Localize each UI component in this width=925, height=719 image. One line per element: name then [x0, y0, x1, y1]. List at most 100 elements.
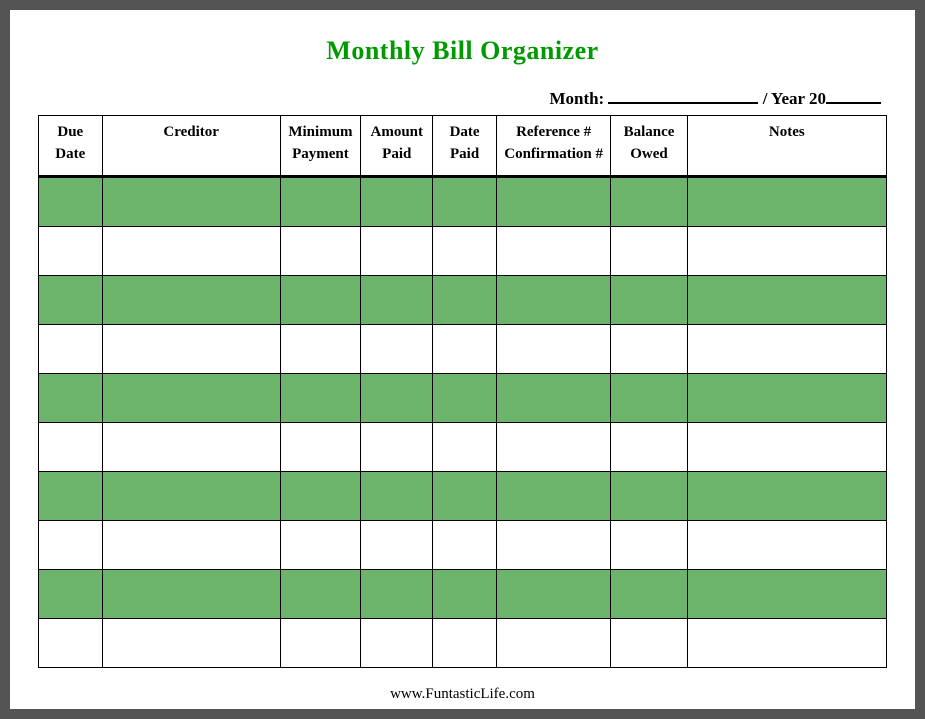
footer-url: www.FuntasticLife.com [38, 686, 887, 703]
cell-balance[interactable] [611, 374, 687, 423]
cell-due_date[interactable] [39, 374, 103, 423]
cell-reference[interactable] [496, 177, 610, 227]
cell-reference[interactable] [496, 472, 610, 521]
cell-notes[interactable] [687, 423, 886, 472]
cell-notes[interactable] [687, 472, 886, 521]
cell-date_paid[interactable] [433, 177, 497, 227]
cell-notes[interactable] [687, 570, 886, 619]
cell-due_date[interactable] [39, 276, 103, 325]
cell-notes[interactable] [687, 325, 886, 374]
cell-date_paid[interactable] [433, 619, 497, 668]
cell-balance[interactable] [611, 227, 687, 276]
cell-balance[interactable] [611, 325, 687, 374]
cell-date_paid[interactable] [433, 276, 497, 325]
year-blank[interactable] [826, 84, 881, 104]
cell-due_date[interactable] [39, 472, 103, 521]
table-row [39, 177, 887, 227]
cell-creditor[interactable] [102, 177, 280, 227]
year-prefix: / Year 20 [763, 89, 826, 108]
cell-balance[interactable] [611, 570, 687, 619]
cell-min_pay[interactable] [280, 227, 361, 276]
cell-amt_paid[interactable] [361, 619, 433, 668]
table-row [39, 619, 887, 668]
cell-balance[interactable] [611, 177, 687, 227]
cell-min_pay[interactable] [280, 325, 361, 374]
col-header-reference: Reference #Confirmation # [496, 115, 610, 177]
table-row [39, 227, 887, 276]
cell-date_paid[interactable] [433, 227, 497, 276]
cell-amt_paid[interactable] [361, 374, 433, 423]
table-row [39, 521, 887, 570]
cell-balance[interactable] [611, 521, 687, 570]
cell-creditor[interactable] [102, 325, 280, 374]
cell-notes[interactable] [687, 177, 886, 227]
cell-notes[interactable] [687, 227, 886, 276]
cell-balance[interactable] [611, 472, 687, 521]
col-header-min_pay: MinimumPayment [280, 115, 361, 177]
cell-amt_paid[interactable] [361, 276, 433, 325]
cell-due_date[interactable] [39, 423, 103, 472]
cell-date_paid[interactable] [433, 521, 497, 570]
cell-date_paid[interactable] [433, 570, 497, 619]
cell-notes[interactable] [687, 276, 886, 325]
table-row [39, 276, 887, 325]
cell-reference[interactable] [496, 570, 610, 619]
cell-amt_paid[interactable] [361, 521, 433, 570]
cell-amt_paid[interactable] [361, 325, 433, 374]
cell-creditor[interactable] [102, 521, 280, 570]
month-blank[interactable] [608, 84, 758, 104]
bill-table: DueDateCreditorMinimumPaymentAmountPaidD… [38, 115, 887, 669]
cell-min_pay[interactable] [280, 521, 361, 570]
cell-reference[interactable] [496, 276, 610, 325]
cell-reference[interactable] [496, 325, 610, 374]
cell-balance[interactable] [611, 276, 687, 325]
cell-notes[interactable] [687, 374, 886, 423]
cell-min_pay[interactable] [280, 177, 361, 227]
cell-creditor[interactable] [102, 570, 280, 619]
cell-due_date[interactable] [39, 227, 103, 276]
cell-reference[interactable] [496, 619, 610, 668]
content: Monthly Bill Organizer Month: / Year 20 … [38, 36, 887, 703]
cell-date_paid[interactable] [433, 374, 497, 423]
cell-min_pay[interactable] [280, 472, 361, 521]
cell-amt_paid[interactable] [361, 472, 433, 521]
cell-balance[interactable] [611, 423, 687, 472]
cell-min_pay[interactable] [280, 276, 361, 325]
cell-due_date[interactable] [39, 570, 103, 619]
header-row: DueDateCreditorMinimumPaymentAmountPaidD… [39, 115, 887, 177]
table-row [39, 374, 887, 423]
cell-reference[interactable] [496, 374, 610, 423]
cell-due_date[interactable] [39, 619, 103, 668]
table-row [39, 472, 887, 521]
cell-min_pay[interactable] [280, 374, 361, 423]
cell-amt_paid[interactable] [361, 423, 433, 472]
cell-due_date[interactable] [39, 325, 103, 374]
cell-balance[interactable] [611, 619, 687, 668]
cell-creditor[interactable] [102, 472, 280, 521]
cell-notes[interactable] [687, 521, 886, 570]
cell-date_paid[interactable] [433, 423, 497, 472]
cell-creditor[interactable] [102, 374, 280, 423]
cell-amt_paid[interactable] [361, 570, 433, 619]
month-label: Month: [549, 89, 604, 108]
cell-creditor[interactable] [102, 619, 280, 668]
col-header-notes: Notes [687, 115, 886, 177]
cell-reference[interactable] [496, 423, 610, 472]
cell-min_pay[interactable] [280, 570, 361, 619]
cell-amt_paid[interactable] [361, 177, 433, 227]
cell-due_date[interactable] [39, 521, 103, 570]
cell-date_paid[interactable] [433, 472, 497, 521]
cell-date_paid[interactable] [433, 325, 497, 374]
cell-creditor[interactable] [102, 276, 280, 325]
cell-creditor[interactable] [102, 423, 280, 472]
cell-min_pay[interactable] [280, 423, 361, 472]
cell-due_date[interactable] [39, 177, 103, 227]
cell-amt_paid[interactable] [361, 227, 433, 276]
cell-reference[interactable] [496, 227, 610, 276]
cell-creditor[interactable] [102, 227, 280, 276]
cell-notes[interactable] [687, 619, 886, 668]
cell-min_pay[interactable] [280, 619, 361, 668]
col-header-balance: BalanceOwed [611, 115, 687, 177]
col-header-due_date: DueDate [39, 115, 103, 177]
cell-reference[interactable] [496, 521, 610, 570]
